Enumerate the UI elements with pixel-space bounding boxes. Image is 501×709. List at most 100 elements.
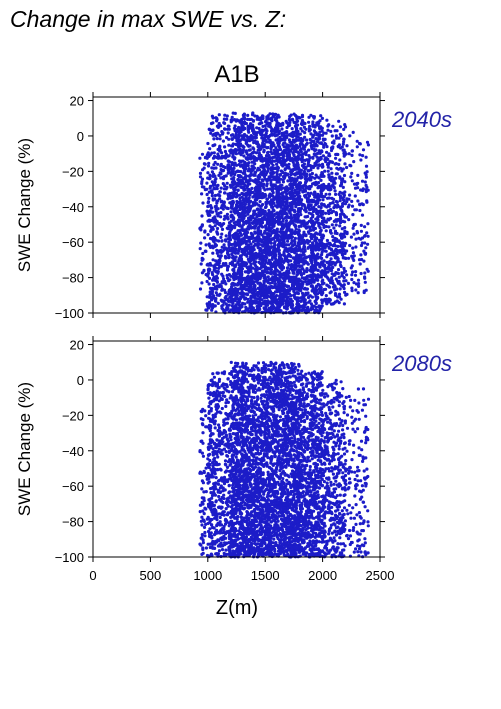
data-point [215, 124, 219, 128]
data-point [292, 133, 296, 137]
data-point [280, 203, 284, 207]
data-point [277, 309, 281, 313]
data-point [306, 169, 310, 173]
data-point [240, 286, 244, 290]
data-point [225, 297, 229, 301]
data-point [220, 280, 224, 284]
data-point [220, 227, 225, 231]
data-point [277, 158, 282, 162]
data-point [206, 233, 210, 237]
data-point [212, 137, 216, 141]
data-point [272, 217, 276, 221]
data-point [238, 247, 242, 251]
data-point [211, 121, 215, 125]
data-point [333, 162, 337, 166]
data-point [337, 292, 342, 296]
data-point [293, 231, 297, 236]
data-point [253, 198, 257, 202]
data-point [277, 300, 281, 304]
data-point [240, 195, 244, 199]
data-point [218, 137, 222, 141]
data-point [236, 135, 240, 140]
data-point [319, 189, 323, 193]
data-point [251, 127, 255, 131]
data-point [233, 250, 237, 254]
data-point [330, 268, 334, 272]
data-point [287, 216, 291, 220]
data-point [309, 246, 313, 250]
data-point [204, 308, 208, 312]
data-point [324, 287, 328, 291]
data-point [215, 293, 219, 297]
data-point [234, 152, 238, 156]
data-point [246, 257, 250, 261]
data-point [277, 277, 281, 281]
data-point [302, 219, 306, 223]
data-point [306, 163, 310, 167]
data-point [286, 284, 291, 288]
data-point [311, 228, 316, 232]
data-point [227, 127, 231, 131]
data-point [268, 121, 272, 125]
data-point [291, 256, 295, 260]
data-point [342, 127, 346, 131]
data-point [255, 304, 259, 309]
data-point [300, 160, 304, 164]
data-point [229, 151, 233, 155]
data-point [340, 273, 344, 277]
data-point [267, 285, 271, 289]
data-point [325, 150, 329, 154]
data-point [251, 240, 256, 244]
data-point [241, 212, 245, 216]
data-point [350, 286, 354, 290]
data-point [281, 152, 285, 156]
data-point [311, 219, 315, 223]
data-point [281, 223, 285, 227]
data-point [295, 126, 299, 131]
data-point [287, 138, 291, 142]
data-point [317, 176, 321, 180]
data-point [293, 180, 297, 185]
data-point [284, 223, 288, 227]
data-point [204, 249, 208, 253]
data-point [309, 273, 313, 277]
data-point [255, 208, 260, 212]
data-point [334, 134, 338, 138]
data-point [248, 290, 252, 294]
data-point [239, 215, 243, 219]
data-point [269, 220, 274, 225]
data-point [281, 164, 285, 168]
data-point [227, 124, 231, 128]
data-point [328, 241, 332, 245]
data-point [330, 276, 334, 280]
data-point [301, 152, 305, 156]
data-point [213, 264, 217, 268]
data-point [290, 142, 294, 146]
data-point [265, 303, 270, 307]
data-point [211, 272, 215, 277]
data-point [240, 134, 244, 138]
data-point [263, 251, 268, 255]
data-point [364, 164, 369, 168]
data-point [324, 294, 328, 298]
data-point [270, 230, 274, 234]
data-point [246, 197, 250, 202]
data-point [242, 113, 246, 118]
data-point [305, 199, 310, 203]
data-point [202, 185, 206, 189]
data-point [293, 236, 297, 240]
data-point [343, 180, 347, 184]
data-point [216, 214, 220, 218]
data-point [269, 147, 273, 151]
data-point [319, 125, 323, 129]
data-point [302, 287, 306, 291]
data-point [255, 131, 259, 135]
data-point [231, 281, 235, 285]
data-point [331, 265, 335, 270]
data-point [211, 133, 215, 137]
data-point [237, 145, 241, 149]
data-point [283, 200, 288, 204]
data-point [340, 249, 344, 253]
data-point [247, 246, 251, 250]
data-point [246, 212, 250, 216]
